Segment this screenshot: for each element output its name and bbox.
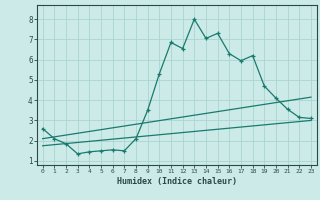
X-axis label: Humidex (Indice chaleur): Humidex (Indice chaleur) (117, 177, 237, 186)
